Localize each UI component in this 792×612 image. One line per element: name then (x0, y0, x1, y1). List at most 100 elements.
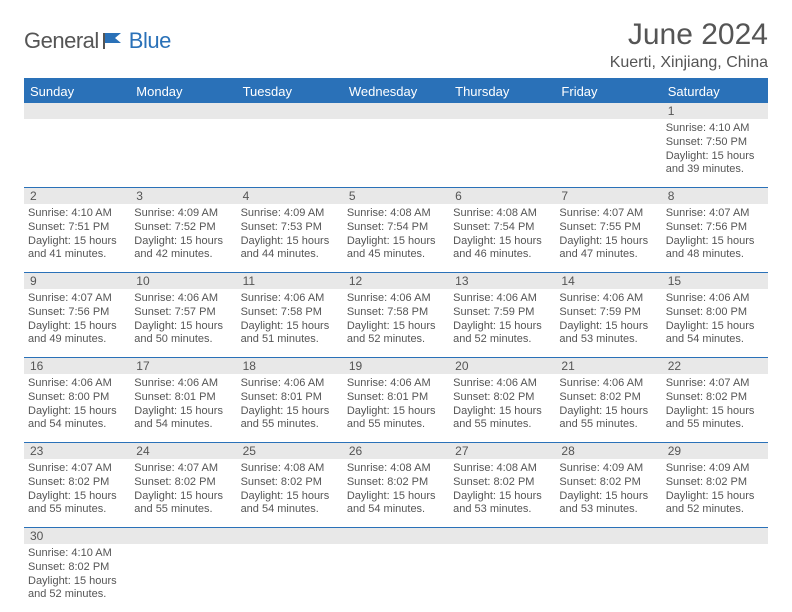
week-row: Sunrise: 4:06 AMSunset: 8:00 PMDaylight:… (24, 374, 768, 443)
day-cell: Sunrise: 4:06 AMSunset: 7:59 PMDaylight:… (555, 289, 661, 357)
day-detail-line: Sunset: 7:55 PM (559, 221, 657, 235)
day-cell (449, 119, 555, 187)
day-detail-line: Sunrise: 4:07 AM (666, 377, 764, 391)
day-detail-line: Sunrise: 4:08 AM (453, 207, 551, 221)
day-detail-line: Sunset: 7:58 PM (347, 306, 445, 320)
day-number: 3 (130, 188, 236, 204)
logo-text-general: General (24, 28, 99, 54)
day-detail-line: Sunrise: 4:08 AM (347, 462, 445, 476)
day-detail-line: Sunrise: 4:09 AM (134, 207, 232, 221)
day-detail-line: Daylight: 15 hours and 52 minutes. (453, 320, 551, 348)
day-number: 11 (237, 273, 343, 289)
day-cell: Sunrise: 4:06 AMSunset: 8:01 PMDaylight:… (130, 374, 236, 442)
day-cell (24, 119, 130, 187)
day-cell: Sunrise: 4:06 AMSunset: 8:01 PMDaylight:… (237, 374, 343, 442)
day-cell: Sunrise: 4:06 AMSunset: 8:01 PMDaylight:… (343, 374, 449, 442)
day-cell: Sunrise: 4:06 AMSunset: 8:02 PMDaylight:… (555, 374, 661, 442)
day-detail-line: Daylight: 15 hours and 54 minutes. (28, 405, 126, 433)
day-detail-line: Sunset: 8:02 PM (28, 561, 126, 575)
day-detail-line: Sunrise: 4:10 AM (28, 547, 126, 561)
day-cell: Sunrise: 4:09 AMSunset: 7:53 PMDaylight:… (237, 204, 343, 272)
day-cell: Sunrise: 4:08 AMSunset: 7:54 PMDaylight:… (449, 204, 555, 272)
day-detail-line: Sunrise: 4:06 AM (666, 292, 764, 306)
weekday-header-row: SundayMondayTuesdayWednesdayThursdayFrid… (24, 80, 768, 103)
flag-icon (101, 30, 127, 53)
day-detail-line: Sunset: 7:54 PM (453, 221, 551, 235)
week-row: Sunrise: 4:07 AMSunset: 7:56 PMDaylight:… (24, 289, 768, 358)
day-cell (237, 119, 343, 187)
day-detail-line: Daylight: 15 hours and 44 minutes. (241, 235, 339, 263)
day-cell: Sunrise: 4:10 AMSunset: 7:50 PMDaylight:… (662, 119, 768, 187)
day-number: 2 (24, 188, 130, 204)
week-row: Sunrise: 4:07 AMSunset: 8:02 PMDaylight:… (24, 459, 768, 528)
day-detail-line: Sunset: 8:00 PM (28, 391, 126, 405)
day-detail-line: Daylight: 15 hours and 55 minutes. (453, 405, 551, 433)
day-number (24, 103, 130, 119)
weekday-header: Saturday (662, 80, 768, 103)
day-detail-line: Daylight: 15 hours and 45 minutes. (347, 235, 445, 263)
day-detail-line: Sunrise: 4:06 AM (28, 377, 126, 391)
day-cell: Sunrise: 4:08 AMSunset: 7:54 PMDaylight:… (343, 204, 449, 272)
day-detail-line: Sunset: 8:02 PM (666, 391, 764, 405)
day-detail-line: Daylight: 15 hours and 54 minutes. (666, 320, 764, 348)
daynum-row: 23242526272829 (24, 443, 768, 459)
title-block: June 2024 Kuerti, Xinjiang, China (610, 18, 768, 72)
day-cell (343, 119, 449, 187)
day-detail-line: Sunrise: 4:10 AM (28, 207, 126, 221)
day-detail-line: Daylight: 15 hours and 55 minutes. (28, 490, 126, 518)
day-cell: Sunrise: 4:06 AMSunset: 7:58 PMDaylight:… (343, 289, 449, 357)
day-detail-line: Sunrise: 4:08 AM (347, 207, 445, 221)
location-subtitle: Kuerti, Xinjiang, China (610, 54, 768, 72)
day-cell: Sunrise: 4:09 AMSunset: 8:02 PMDaylight:… (662, 459, 768, 527)
day-detail-line: Daylight: 15 hours and 53 minutes. (453, 490, 551, 518)
day-detail-line: Sunset: 8:01 PM (241, 391, 339, 405)
day-detail-line: Daylight: 15 hours and 46 minutes. (453, 235, 551, 263)
day-detail-line: Sunset: 8:01 PM (347, 391, 445, 405)
day-cell (343, 544, 449, 612)
day-number: 25 (237, 443, 343, 459)
day-detail-line: Daylight: 15 hours and 49 minutes. (28, 320, 126, 348)
day-detail-line: Daylight: 15 hours and 42 minutes. (134, 235, 232, 263)
day-detail-line: Sunset: 7:59 PM (453, 306, 551, 320)
day-detail-line: Sunrise: 4:06 AM (347, 377, 445, 391)
day-cell: Sunrise: 4:06 AMSunset: 8:00 PMDaylight:… (662, 289, 768, 357)
day-cell: Sunrise: 4:07 AMSunset: 7:55 PMDaylight:… (555, 204, 661, 272)
day-cell: Sunrise: 4:07 AMSunset: 7:56 PMDaylight:… (662, 204, 768, 272)
day-cell: Sunrise: 4:06 AMSunset: 8:00 PMDaylight:… (24, 374, 130, 442)
day-number: 28 (555, 443, 661, 459)
day-detail-line: Sunrise: 4:08 AM (241, 462, 339, 476)
day-detail-line: Daylight: 15 hours and 51 minutes. (241, 320, 339, 348)
weekday-header: Monday (130, 80, 236, 103)
day-number: 30 (24, 528, 130, 544)
day-detail-line: Daylight: 15 hours and 55 minutes. (134, 490, 232, 518)
day-cell (237, 544, 343, 612)
logo: General Blue (24, 18, 171, 54)
day-number: 5 (343, 188, 449, 204)
day-cell (662, 544, 768, 612)
day-detail-line: Sunrise: 4:07 AM (28, 292, 126, 306)
day-number: 10 (130, 273, 236, 289)
day-cell: Sunrise: 4:06 AMSunset: 7:57 PMDaylight:… (130, 289, 236, 357)
day-number (449, 528, 555, 544)
day-number (237, 103, 343, 119)
day-number: 12 (343, 273, 449, 289)
day-detail-line: Sunset: 7:53 PM (241, 221, 339, 235)
day-detail-line: Daylight: 15 hours and 55 minutes. (241, 405, 339, 433)
day-detail-line: Sunset: 8:02 PM (28, 476, 126, 490)
day-detail-line: Sunrise: 4:07 AM (134, 462, 232, 476)
day-detail-line: Daylight: 15 hours and 47 minutes. (559, 235, 657, 263)
week-row: Sunrise: 4:10 AMSunset: 8:02 PMDaylight:… (24, 544, 768, 612)
day-detail-line: Sunrise: 4:06 AM (347, 292, 445, 306)
day-number (555, 528, 661, 544)
day-detail-line: Daylight: 15 hours and 55 minutes. (666, 405, 764, 433)
daynum-row: 9101112131415 (24, 273, 768, 289)
day-detail-line: Daylight: 15 hours and 54 minutes. (134, 405, 232, 433)
day-number: 23 (24, 443, 130, 459)
day-number: 21 (555, 358, 661, 374)
day-detail-line: Sunrise: 4:09 AM (666, 462, 764, 476)
day-detail-line: Sunrise: 4:06 AM (453, 377, 551, 391)
week-row: Sunrise: 4:10 AMSunset: 7:51 PMDaylight:… (24, 204, 768, 273)
logo-text-blue: Blue (129, 28, 171, 54)
day-detail-line: Sunset: 8:02 PM (241, 476, 339, 490)
day-detail-line: Sunset: 7:58 PM (241, 306, 339, 320)
